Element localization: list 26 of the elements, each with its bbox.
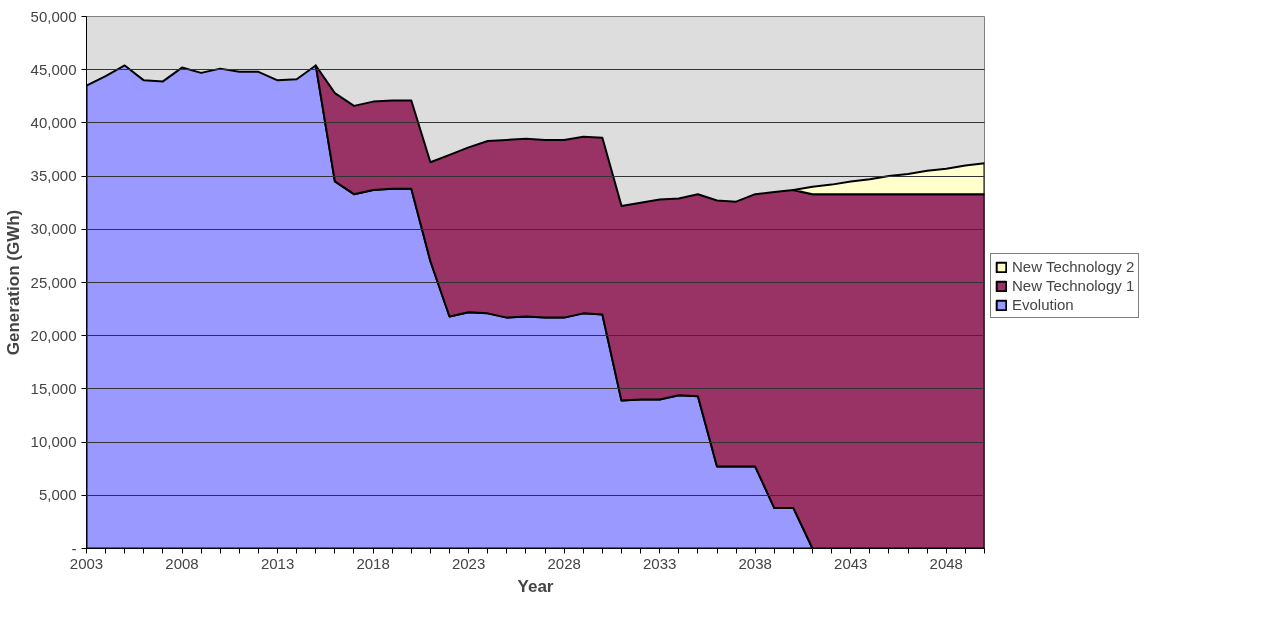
y-tick-label: 30,000: [30, 220, 77, 238]
legend-label: New Technology 1: [1012, 277, 1135, 294]
y-tick-label: 35,000: [30, 167, 77, 185]
y-tick-label: -: [71, 539, 77, 557]
y-tick-label: 50,000: [30, 7, 77, 25]
x-tick-label: 2013: [260, 554, 295, 572]
y-tick-label: 5,000: [38, 486, 77, 504]
x-tick-label: 2038: [738, 554, 772, 572]
x-tick-label: 2023: [451, 554, 486, 572]
x-tick-label: 2003: [69, 554, 104, 572]
legend-label: New Technology 2: [1012, 258, 1135, 275]
x-tick-label: 2028: [547, 554, 581, 572]
x-tick-label: 2043: [834, 554, 868, 572]
x-tick-label: 2048: [929, 554, 963, 572]
y-axis-title: Generation (GWh): [3, 209, 23, 356]
y-tick-label: 25,000: [30, 273, 77, 291]
legend-label: Evolution: [1012, 296, 1074, 313]
y-tick-label: 40,000: [30, 113, 77, 131]
y-tick-label: 20,000: [30, 326, 77, 344]
x-tick-label: 2008: [165, 554, 199, 572]
x-axis-title: Year: [517, 576, 554, 596]
y-tick-label: 10,000: [30, 433, 77, 451]
x-tick-label: 2033: [643, 554, 677, 572]
y-tick-label: 15,000: [30, 379, 77, 397]
y-tick-label: 45,000: [30, 60, 77, 78]
x-tick-label: 2018: [356, 554, 390, 572]
